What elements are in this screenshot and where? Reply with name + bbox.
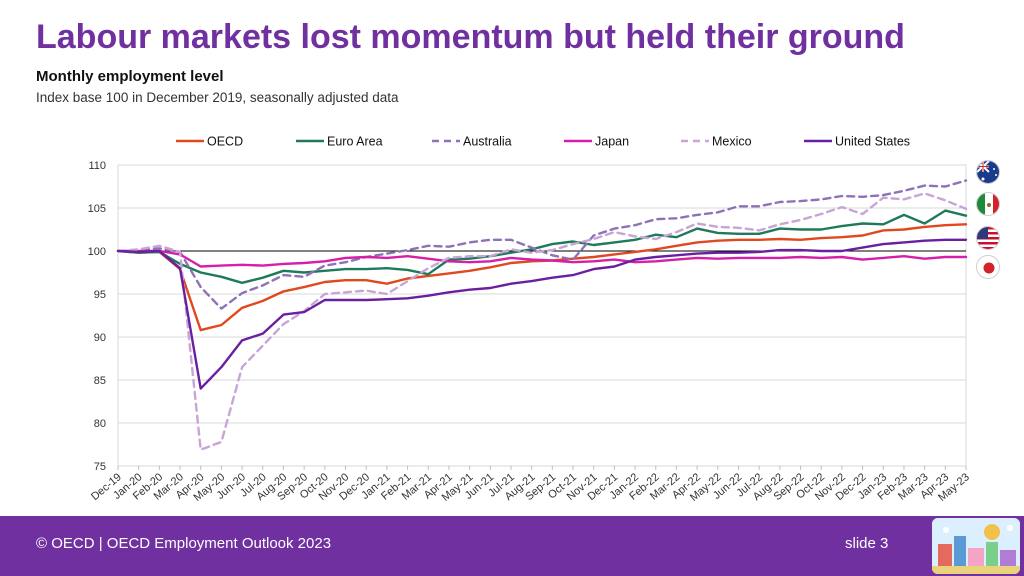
series-line-japan xyxy=(116,249,968,268)
plot-area xyxy=(117,164,967,467)
y-tick-label: 100 xyxy=(88,246,106,258)
legend-label-euro-area: Euro Area xyxy=(327,135,383,149)
y-tick-label: 105 xyxy=(88,203,106,215)
employment-line-chart: 7580859095100105110Dec-19Jan-20Feb-20Mar… xyxy=(88,135,972,504)
japan-flag-icon xyxy=(976,255,1000,279)
series-line-oecd xyxy=(116,223,968,332)
employment-outlook-cover-illustration xyxy=(932,518,1020,574)
legend-label-oecd: OECD xyxy=(207,135,243,149)
y-tick-label: 85 xyxy=(94,375,106,387)
mexico-flag-icon xyxy=(976,192,1000,216)
y-tick-label: 75 xyxy=(94,461,106,473)
australia-flag-icon xyxy=(976,160,1000,184)
y-tick-label: 80 xyxy=(94,418,106,430)
slide-number: slide 3 xyxy=(845,535,889,552)
footer-bar: © OECD | OECD Employment Outlook 2023 sl… xyxy=(0,516,1024,576)
footer-copyright: © OECD | OECD Employment Outlook 2023 xyxy=(36,535,332,552)
series-line-australia xyxy=(116,179,968,310)
legend-label-japan: Japan xyxy=(595,135,629,149)
legend-label-australia: Australia xyxy=(463,135,512,149)
y-tick-label: 110 xyxy=(88,160,106,172)
series-line-mexico xyxy=(116,192,968,451)
chart-description: Index base 100 in December 2019, seasona… xyxy=(36,90,399,105)
page-title: Labour markets lost momentum but held th… xyxy=(36,18,905,56)
y-tick-label: 95 xyxy=(94,289,106,301)
united-states-flag-icon xyxy=(976,226,1000,250)
series-line-united-states xyxy=(116,238,968,390)
y-tick-label: 90 xyxy=(94,332,106,344)
series-line-euro-area xyxy=(116,209,968,284)
chart-subtitle: Monthly employment level xyxy=(36,68,224,85)
legend-label-mexico: Mexico xyxy=(712,135,752,149)
legend-label-united-states: United States xyxy=(835,135,910,149)
